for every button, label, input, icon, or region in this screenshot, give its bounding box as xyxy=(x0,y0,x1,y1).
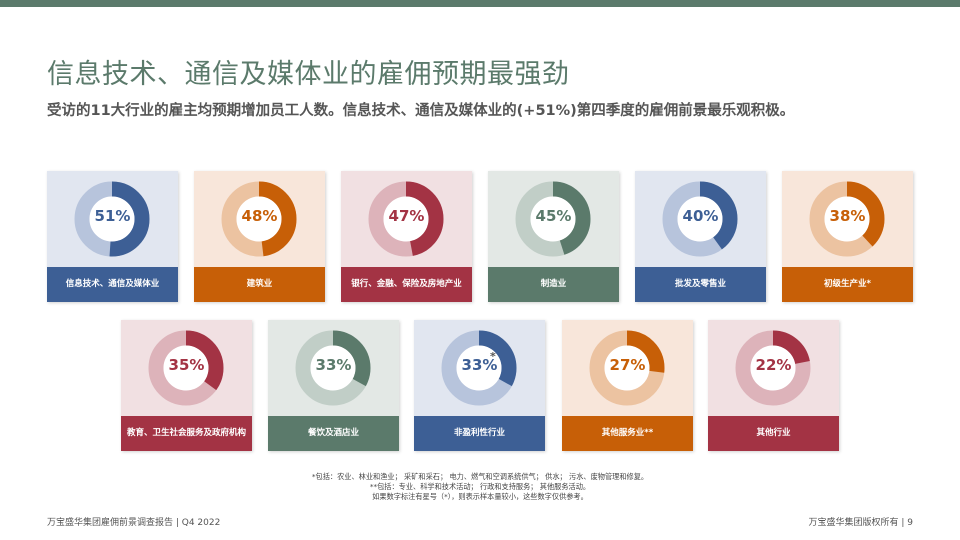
industry-card: 48% 建筑业 xyxy=(194,171,325,302)
card-chart-area: 35% xyxy=(121,320,252,416)
donut-chart xyxy=(74,181,150,257)
donut-center xyxy=(824,196,870,242)
industry-card: 45% 制造业 xyxy=(488,171,619,302)
industry-label: 初级生产业* xyxy=(782,267,913,302)
percent-value: 33% xyxy=(461,356,498,374)
industry-card: 38% 初级生产业* xyxy=(782,171,913,302)
card-chart-area: 51% xyxy=(47,171,178,267)
donut-center xyxy=(236,196,282,242)
card-chart-area: 45% xyxy=(488,171,619,267)
industry-label: 银行、金融、保险及房地产业 xyxy=(341,267,472,302)
card-chart-area: 27% xyxy=(562,320,693,416)
donut-chart xyxy=(368,181,444,257)
donut-center xyxy=(310,345,356,391)
percent-value: 51% xyxy=(94,207,131,225)
card-chart-area: 40% xyxy=(635,171,766,267)
industry-label: 餐饮及酒店业 xyxy=(268,416,399,451)
footer-copyright-page: 万宝盛华集团版权所有 | 9 xyxy=(808,518,913,528)
industry-card: 51% 信息技术、通信及媒体业 xyxy=(47,171,178,302)
donut-value-arc xyxy=(74,181,150,257)
footnote-1: *包括：农业、林业和渔业； 采矿和采石； 电力、燃气和空调系统供气； 供水； 污… xyxy=(311,472,649,481)
industry-label: 非盈利性行业 xyxy=(414,416,545,451)
industry-label: 批发及零售业 xyxy=(635,267,766,302)
industry-label: 其他服务业** xyxy=(562,416,693,451)
donut-chart xyxy=(441,330,517,406)
donut-value-arc xyxy=(148,330,224,406)
industry-card: 47% 银行、金融、保险及房地产业 xyxy=(341,171,472,302)
donut-value-arc xyxy=(515,181,591,257)
card-chart-area: 48% xyxy=(194,171,325,267)
donut-value-arc xyxy=(221,181,297,257)
card-chart-area: 38% xyxy=(782,171,913,267)
donut-chart xyxy=(735,330,811,406)
donut-chart xyxy=(589,330,665,406)
small-sample-star: * xyxy=(490,350,496,363)
industry-card: 40% 批发及零售业 xyxy=(635,171,766,302)
industry-label: 建筑业 xyxy=(194,267,325,302)
industry-card: 33% * 非盈利性行业 xyxy=(414,320,545,451)
donut-center xyxy=(383,196,429,242)
donut-center xyxy=(456,345,502,391)
donut-value-arc xyxy=(441,330,517,406)
industry-label: 其他行业 xyxy=(708,416,839,451)
industry-label: 信息技术、通信及媒体业 xyxy=(47,267,178,302)
footnotes: *包括：农业、林业和渔业； 采矿和采石； 电力、燃气和空调系统供气； 供水； 污… xyxy=(0,472,960,503)
industry-card: 33% 餐饮及酒店业 xyxy=(268,320,399,451)
percent-value: 33% xyxy=(315,356,352,374)
card-chart-area: 33% xyxy=(268,320,399,416)
percent-value: 48% xyxy=(241,207,278,225)
industry-label: 教育、卫生社会服务及政府机构 xyxy=(121,416,252,451)
footnote-3: 如果数字标注有星号（*），则表示样本量较小，这些数字仅供参考。 xyxy=(372,492,588,502)
percent-value: 22% xyxy=(755,356,792,374)
percent-value: 47% xyxy=(388,207,425,225)
percent-value: 40% xyxy=(682,207,719,225)
donut-value-arc xyxy=(809,181,885,257)
percent-value: 45% xyxy=(535,207,572,225)
donut-value-arc xyxy=(295,330,371,406)
donut-center xyxy=(89,196,135,242)
card-chart-area: 33% * xyxy=(414,320,545,416)
donut-chart xyxy=(515,181,591,257)
percent-value: 27% xyxy=(609,356,646,374)
donut-center xyxy=(604,345,650,391)
footnote-2: **包括：专业、科学和技术活动； 行政和支持服务； 其他服务活动。 xyxy=(369,482,591,492)
percent-value: 38% xyxy=(829,207,866,225)
donut-chart xyxy=(295,330,371,406)
industry-card: 27% 其他服务业** xyxy=(562,320,693,451)
donut-chart xyxy=(221,181,297,257)
header-bar xyxy=(0,0,960,7)
donut-chart xyxy=(148,330,224,406)
donut-value-arc xyxy=(589,330,665,406)
page-title: 信息技术、通信及媒体业的雇佣预期最强劲 xyxy=(47,59,570,90)
donut-center xyxy=(163,345,209,391)
donut-value-arc xyxy=(368,181,444,257)
card-chart-area: 47% xyxy=(341,171,472,267)
donut-chart xyxy=(662,181,738,257)
donut-center xyxy=(530,196,576,242)
industry-label: 制造业 xyxy=(488,267,619,302)
donut-chart xyxy=(809,181,885,257)
industry-card: 35% 教育、卫生社会服务及政府机构 xyxy=(121,320,252,451)
donut-center xyxy=(750,345,796,391)
industry-card: 22% 其他行业 xyxy=(708,320,839,451)
donut-center xyxy=(677,196,723,242)
donut-value-arc xyxy=(735,330,811,406)
card-chart-area: 22% xyxy=(708,320,839,416)
percent-value: 35% xyxy=(168,356,205,374)
footer-report-name: 万宝盛华集团雇佣前景调查报告 | Q4 2022 xyxy=(47,518,221,528)
donut-value-arc xyxy=(662,181,738,257)
page-subtitle: 受访的11大行业的雇主均预期增加员工人数。信息技术、通信及媒体业的(+51%)第… xyxy=(47,103,795,119)
